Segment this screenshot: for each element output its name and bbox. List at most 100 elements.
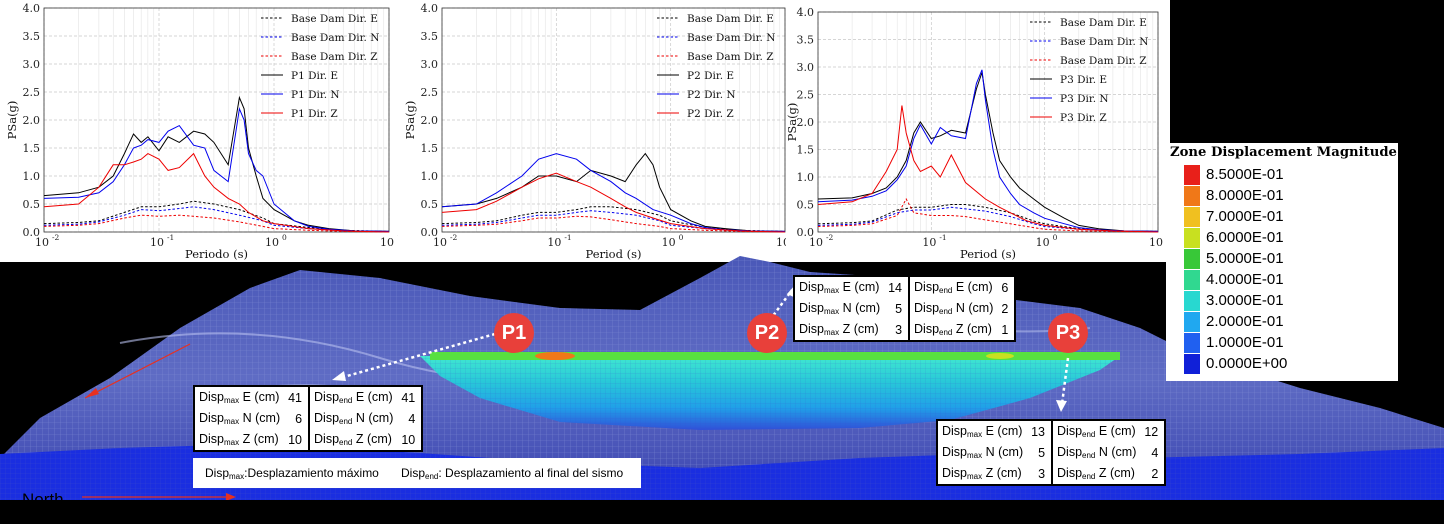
disp-end-value: 6 (1001, 280, 1009, 295)
y-tick-label: 2.0 (421, 114, 439, 127)
series-line-6 (43, 152, 390, 233)
y-tick-label: 1.0 (797, 171, 815, 184)
disp-max-value: 3 (895, 322, 903, 337)
x-tick-exponent: 0 (679, 233, 684, 242)
y-tick-label: 3.0 (797, 61, 815, 74)
legend-value-label: 1.0000E-01 (1206, 334, 1284, 351)
disp-max-value: 13 (1031, 424, 1046, 439)
legend-entry: P3 Dir. E (1060, 74, 1107, 86)
psa-chart-p2-svg: 0.00.51.01.52.02.53.03.54.010 -2 10 -1 10 0 10… (403, 2, 790, 261)
legend-color-swatch (1184, 228, 1200, 248)
legend-value-label: 5.0000E-01 (1206, 250, 1284, 267)
disp-max-label: Dispmax E (cm) (942, 424, 1023, 439)
disp-end-value: 10 (401, 432, 416, 447)
y-tick-label: 3.0 (421, 58, 439, 71)
disp-max-label: Dispmax Z (cm) (942, 466, 1022, 481)
disp-table-grid: Dispmax E (cm) 13 Dispend E (cm) 12 Dispmax … (938, 421, 1164, 484)
disp-table-grid: Dispmax E (cm) 41 Dispend E (cm) 41 Dispmax … (195, 387, 421, 450)
x-tick-exponent: -2 (826, 233, 834, 242)
y-tick-label: 4.0 (421, 2, 439, 15)
disp-table-grid: Dispmax E (cm) 14 Dispend E (cm) 6 Dispmax N… (795, 277, 1014, 340)
disp-max-value: 3 (1038, 466, 1046, 481)
y-tick-label: 2.0 (23, 114, 41, 127)
series-line-5 (817, 69, 1159, 232)
series-line-5 (43, 106, 390, 232)
marker-p2: P2 (747, 313, 787, 353)
marker-p3: P3 (1048, 313, 1088, 353)
legend-value-label: 8.0000E-01 (1206, 187, 1284, 204)
x-tick-label: 10 (150, 236, 164, 249)
y-tick-label: 1.0 (421, 170, 439, 183)
disp-max-value: 5 (895, 301, 903, 316)
legend-entry: Base Dam Dir. N (1060, 36, 1148, 48)
disp-row: Dispmax Z (cm) 10 Dispend Z (cm) 10 (195, 429, 421, 450)
marker-p1: P1 (494, 313, 534, 353)
y-tick-label: 3.0 (23, 58, 41, 71)
y-tick-label: 0.5 (797, 199, 815, 212)
series-line-1 (441, 206, 786, 232)
legend-color-swatch (1184, 207, 1200, 227)
legend-value-label: 6.0000E-01 (1206, 229, 1284, 246)
y-tick-label: 4.0 (797, 6, 815, 19)
x-tick-label: 10 (265, 236, 279, 249)
y-tick-label: 2.5 (421, 86, 439, 99)
y-axis-label: PSa(g) (5, 101, 19, 140)
x-tick-exponent: -1 (167, 233, 174, 242)
legend-note: Dispmax:Desplazamiento máximo Dispend: D… (193, 458, 641, 488)
disp-end-value: 12 (1144, 424, 1159, 439)
note-end: Dispend: Desplazamiento al final del sis… (401, 466, 624, 481)
disp-table-p2: Dispmax E (cm) 14 Dispend E (cm) 6 Dispmax N… (793, 275, 1017, 342)
disp-end-value: 1 (1001, 322, 1009, 337)
disp-end-value: 2 (1151, 466, 1159, 481)
disp-end-label: Dispend Z (cm) (1051, 463, 1141, 484)
disp-end-label: Dispend N (cm) (908, 298, 998, 319)
disp-end-value: 4 (1151, 445, 1159, 460)
series-line-2 (43, 206, 390, 232)
legend-color-swatch (1184, 333, 1200, 353)
psa-chart-p1-svg: 0.00.51.01.52.02.53.03.54.010 -2 10 -1 10 0 10… (5, 2, 398, 261)
y-tick-label: 3.5 (23, 30, 41, 43)
psa-chart-p2: 0.0 0.5 1.0 1.5 2.0 2.5 3.0 3.5 4.0 10 -2 10 -1 10 0 10… (398, 0, 792, 262)
legend-color-swatch (1184, 165, 1200, 185)
x-tick-exponent: 0 (1053, 233, 1058, 242)
legend-entry: Base Dam Dir. Z (687, 51, 774, 63)
x-axis-label: Periodo (s) (185, 247, 248, 261)
psa-chart-p3-svg: 0.00.51.01.52.02.53.03.54.010 -2 10 -1 10 0 10… (786, 6, 1170, 261)
legend-value-label: 3.0000E-01 (1206, 292, 1284, 309)
disp-max-label: Dispmax N (cm) (942, 445, 1024, 460)
disp-row: Dispmax E (cm) 14 Dispend E (cm) 6 (795, 277, 1014, 298)
legend-title: Zone Displacement Magnitude (1170, 145, 1397, 160)
disp-max-label: Dispmax Z (cm) (199, 432, 279, 447)
x-axis-label: Period (s) (960, 247, 1016, 261)
disp-table-p3: Dispmax E (cm) 13 Dispend E (cm) 12 Dispmax … (936, 419, 1167, 486)
plot-frame (441, 7, 786, 233)
y-tick-label: 0.5 (421, 198, 439, 211)
y-axis-label: PSa(g) (403, 101, 417, 140)
legend-entry: P1 Dir. Z (291, 108, 338, 120)
disp-max-value: 6 (295, 411, 303, 426)
legend-value-label: 0.0000E+00 (1206, 355, 1288, 372)
x-tick-label: 10 (1036, 236, 1050, 249)
legend-entry: Base Dam Dir. N (687, 32, 775, 44)
disp-max-label: Dispmax N (cm) (799, 301, 881, 316)
y-tick-label: 0.0 (421, 226, 439, 239)
y-tick-label: 3.5 (797, 34, 815, 47)
y-tick-label: 1.0 (23, 170, 41, 183)
legend-value-label: 4.0000E-01 (1206, 271, 1284, 288)
legend-entry: P2 Dir. N (687, 89, 736, 101)
disp-end-label: Dispend Z (cm) (908, 319, 998, 340)
disp-end-value: 4 (408, 411, 416, 426)
disp-end-label: Dispend N (cm) (1051, 442, 1141, 463)
legend-color-swatch (1184, 291, 1200, 311)
legend-entry: P1 Dir. N (291, 89, 340, 101)
plot-frame (817, 11, 1159, 233)
disp-max-value: 5 (1038, 445, 1046, 460)
disp-end-label: Dispend N (cm) (308, 408, 398, 429)
disp-max-value: 41 (288, 390, 303, 405)
x-tick-exponent: 0 (282, 233, 287, 242)
legend-color-swatch (1184, 354, 1200, 374)
series-line-2 (817, 206, 1159, 232)
y-tick-label: 2.5 (797, 89, 815, 102)
y-tick-label: 1.5 (797, 144, 815, 157)
